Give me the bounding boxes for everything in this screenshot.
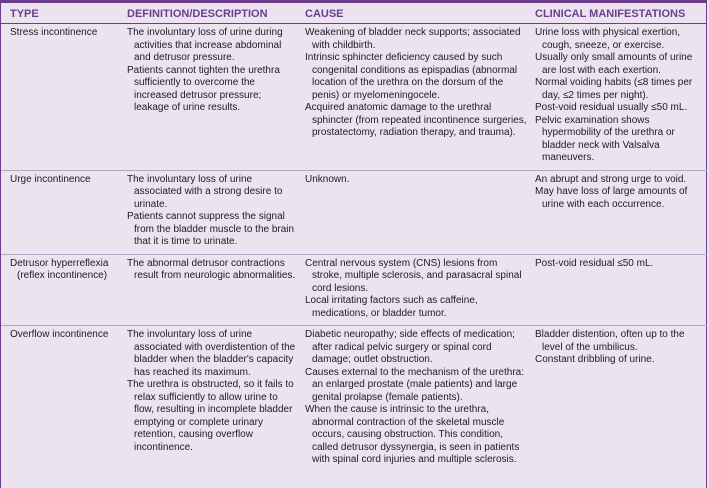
manifestations-item: Pelvic examination shows hypermobility o… xyxy=(535,114,675,164)
cell-manifestations: Post-void residual ≤50 mL. xyxy=(535,254,707,326)
cell-definition: The involuntary loss of urine associated… xyxy=(127,326,305,472)
manifestations-item: An abrupt and strong urge to void. xyxy=(535,173,687,185)
cell-cause: Diabetic neuropathy; side effects of med… xyxy=(305,326,535,472)
manifestations-item: Bladder distention, often up to the leve… xyxy=(535,329,685,353)
manifestations-item: Post-void residual usually ≤50 mL. xyxy=(535,102,688,113)
type-label: Detrusor hyperreflexia (reflex incontine… xyxy=(10,257,109,282)
cause-item: When the cause is intrinsic to the ureth… xyxy=(305,404,520,465)
table-row: Overflow incontinence The involuntary los… xyxy=(1,326,707,472)
cell-cause: Central nervous system (CNS) lesions fro… xyxy=(305,254,535,326)
cause-item: Diabetic neuropathy; side effects of med… xyxy=(305,329,515,365)
manifestations-item: Constant dribbling of urine. xyxy=(535,354,655,365)
cause-item: Intrinsic sphincter deficiency caused by… xyxy=(305,52,518,101)
definition-item: Patients cannot suppress the signal from… xyxy=(127,211,295,247)
type-label: Overflow incontinence xyxy=(10,329,109,340)
cause-item: Causes external to the mechanism of the … xyxy=(305,366,525,403)
header-definition: DEFINITION/DESCRIPTION xyxy=(127,3,305,24)
cell-definition: The involuntary loss of urine associated… xyxy=(127,170,305,255)
cause-item: Central nervous system (CNS) lesions fro… xyxy=(305,257,522,294)
cell-type: Detrusor hyperreflexia (reflex incontine… xyxy=(1,254,127,326)
definition-item: The abnormal detrusor contractions resul… xyxy=(127,257,296,282)
table-row: Urge incontinence The involuntary loss of… xyxy=(1,170,707,255)
cause-item: Local irritating factors such as caffein… xyxy=(305,295,478,319)
cell-type: Stress incontinence xyxy=(1,23,127,171)
manifestations-item: Usually only small amounts of urine are … xyxy=(535,52,693,76)
cell-type: Overflow incontinence xyxy=(1,326,127,472)
definition-item: Patients cannot tighten the urethra suff… xyxy=(127,64,280,114)
cause-item: Weakening of bladder neck supports; asso… xyxy=(305,27,521,51)
header-type: TYPE xyxy=(1,3,127,24)
manifestations-item: May have loss of large amounts of urine … xyxy=(535,186,688,210)
manifestations-item: Urine loss with physical exertion, cough… xyxy=(535,27,681,51)
cell-manifestations: An abrupt and strong urge to void. May ha… xyxy=(535,170,707,255)
table-row: Stress incontinence The involuntary loss … xyxy=(1,23,707,171)
definition-item: The involuntary loss of urine associated… xyxy=(127,173,283,210)
cell-definition: The abnormal detrusor contractions resul… xyxy=(127,254,305,326)
cell-manifestations: Bladder distention, often up to the leve… xyxy=(535,326,707,472)
cell-cause: Weakening of bladder neck supports; asso… xyxy=(305,23,535,171)
header-cause: CAUSE xyxy=(305,3,535,24)
definition-item: The involuntary loss of urine associated… xyxy=(127,329,296,378)
table-row: Detrusor hyperreflexia (reflex incontine… xyxy=(1,254,707,326)
manifestations-item: Normal voiding habits (≤8 times per day,… xyxy=(535,77,693,101)
header-row: TYPE DEFINITION/DESCRIPTION CAUSE CLINIC… xyxy=(1,3,707,24)
cell-manifestations: Urine loss with physical exertion, cough… xyxy=(535,23,707,171)
cell-type: Urge incontinence xyxy=(1,170,127,255)
manifestations-item: Post-void residual ≤50 mL. xyxy=(535,257,654,269)
cause-item: Acquired anatomic damage to the urethral… xyxy=(305,102,527,138)
type-label: Stress incontinence xyxy=(10,27,98,38)
header-manifestations: CLINICAL MANIFESTATIONS xyxy=(535,3,707,24)
cause-item: Unknown. xyxy=(305,173,350,185)
incontinence-table: TYPE DEFINITION/DESCRIPTION CAUSE CLINIC… xyxy=(1,3,707,472)
cell-definition: The involuntary loss of urine during act… xyxy=(127,23,305,171)
definition-item: The urethra is obstructed, so it fails t… xyxy=(127,379,294,453)
cell-cause: Unknown. xyxy=(305,170,535,255)
definition-item: The involuntary loss of urine during act… xyxy=(127,27,283,63)
type-label: Urge incontinence xyxy=(10,173,91,185)
